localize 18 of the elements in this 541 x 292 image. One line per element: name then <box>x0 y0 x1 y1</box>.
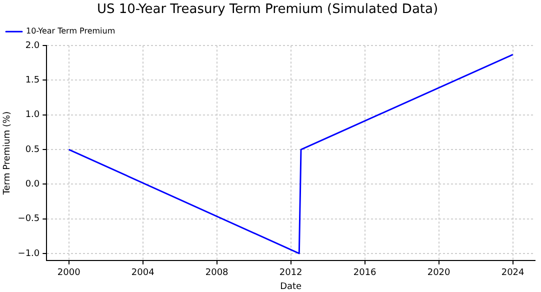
y-tick-label: −0.5 <box>18 214 40 224</box>
y-tick-label: −1.0 <box>18 248 40 259</box>
x-tick-label: 2012 <box>279 268 302 278</box>
legend-label: 10-Year Term Premium <box>26 26 116 36</box>
x-tick-label: 2020 <box>427 268 451 278</box>
y-axis-title: Term Premium (%) <box>2 111 13 196</box>
y-tick-label: 1.5 <box>25 76 40 86</box>
x-tick-label: 2000 <box>57 268 81 278</box>
x-tick-label: 2024 <box>501 268 525 278</box>
y-tick-label: 2.0 <box>25 40 40 51</box>
y-tick-label: 0.5 <box>25 144 40 155</box>
chart-title: US 10-Year Treasury Term Premium (Simulated Data) <box>96 2 438 18</box>
x-tick-label: 2008 <box>205 268 229 278</box>
x-tick-label: 2016 <box>353 268 377 278</box>
x-axis-title: Date <box>280 282 302 292</box>
y-tick-label: 0.0 <box>25 180 40 190</box>
y-tick-label: 1.0 <box>25 110 40 120</box>
x-tick-label: 2004 <box>131 268 155 278</box>
